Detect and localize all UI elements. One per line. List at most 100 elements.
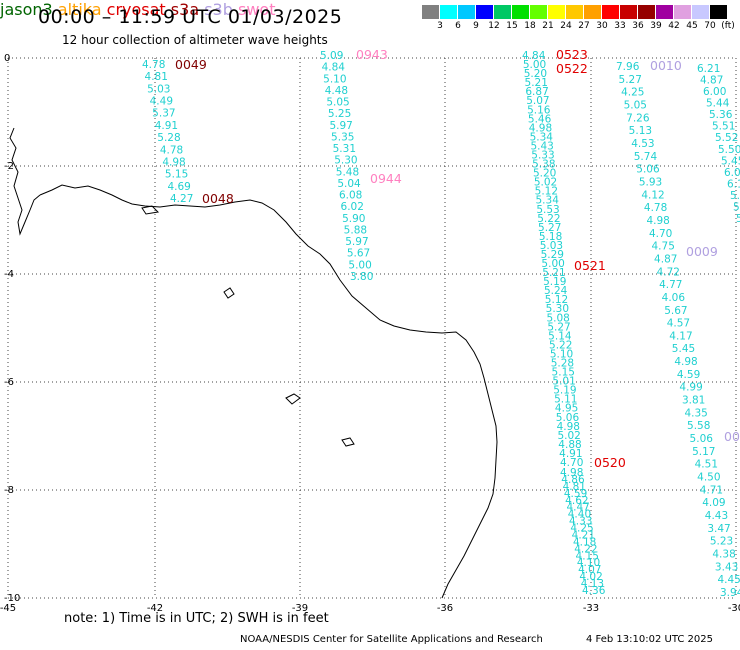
track-b-value: 5.90 bbox=[342, 213, 365, 225]
track-c-value: 5.10 bbox=[550, 348, 573, 360]
colorbar-swatch bbox=[512, 5, 530, 19]
colorbar-swatch bbox=[674, 5, 692, 19]
track-f-value: 6.21 bbox=[697, 63, 720, 75]
track-c-value: 5.34 bbox=[530, 131, 554, 143]
pass-label: 0048 bbox=[202, 191, 234, 206]
track-c-value: 6.87 bbox=[525, 86, 548, 98]
track-c-value: 5.00 bbox=[541, 258, 564, 270]
track-b-value: 6.02 bbox=[341, 201, 364, 213]
legend-swot: swot bbox=[237, 0, 276, 19]
track-e-value: 5.13 bbox=[629, 125, 652, 137]
colorbar bbox=[422, 5, 728, 19]
track-b-value: 5.48 bbox=[336, 166, 359, 178]
track-f-value: 4.87 bbox=[700, 75, 723, 87]
track-a-value: 4.69 bbox=[167, 181, 190, 193]
x-tick-label: -33 bbox=[583, 603, 599, 614]
pass-label: 0009 bbox=[686, 244, 718, 259]
pass-label: 00 bbox=[724, 429, 740, 444]
colorbar-label: 15 bbox=[506, 21, 518, 31]
island-a bbox=[223, 287, 235, 299]
track-f-value: 5.52 bbox=[715, 132, 738, 144]
x-tick-label: -45 bbox=[0, 603, 16, 614]
track-c-value: 4.95 bbox=[555, 403, 578, 415]
colorbar-swatch bbox=[656, 5, 674, 19]
y-tick-label: -2 bbox=[4, 161, 14, 172]
track-e-value: 4.06 bbox=[662, 292, 686, 304]
island-c bbox=[341, 437, 355, 447]
footer-timestamp: 4 Feb 13:10:02 UTC 2025 bbox=[586, 634, 713, 645]
colorbar-label: 39 bbox=[650, 21, 662, 31]
y-tick-label: -4 bbox=[4, 269, 14, 280]
colorbar-swatch bbox=[458, 5, 476, 19]
track-c-value: 5.33 bbox=[531, 149, 554, 161]
y-tick-label: 0 bbox=[4, 53, 10, 64]
track-d-value: 4.81 bbox=[563, 481, 586, 493]
coastline-west bbox=[9, 127, 41, 236]
track-b-value: 4.84 bbox=[322, 62, 346, 74]
track-e-value: 3.94 bbox=[720, 587, 740, 599]
track-f-value: 5.42 bbox=[736, 213, 740, 225]
y-tick-label: -6 bbox=[4, 377, 14, 388]
track-b-value: 5.88 bbox=[344, 224, 367, 236]
track-c-value: 5.19 bbox=[543, 276, 566, 288]
track-e-value: 4.38 bbox=[712, 549, 735, 561]
colorbar-swatch bbox=[476, 5, 494, 19]
colorbar-swatch bbox=[440, 5, 458, 19]
axis-tick-labels: -45 -42 -39 -36 -33 -30 0 -2 -4 -6 -8 -10 bbox=[0, 53, 740, 614]
track-e-value: 4.09 bbox=[702, 497, 725, 509]
pass-label: 0943 bbox=[356, 47, 388, 62]
track-e-value: 5.06 bbox=[636, 164, 660, 176]
track-e-value: 4.72 bbox=[657, 266, 680, 278]
track-f-value: 6.00 bbox=[724, 167, 740, 179]
colorbar-label: 36 bbox=[632, 21, 644, 31]
track-a-value: 5.28 bbox=[157, 132, 180, 144]
track-b-value: 5.97 bbox=[345, 236, 368, 248]
track-c-value: 5.21 bbox=[542, 267, 565, 279]
x-tick-label: -42 bbox=[147, 603, 163, 614]
track-d-value: 4.62 bbox=[565, 495, 588, 507]
island-b bbox=[285, 393, 301, 405]
track-b-value: 5.30 bbox=[334, 155, 357, 167]
footer-credit: NOAA/NESDIS Center for Satellite Applica… bbox=[240, 634, 543, 645]
track-c-value: 5.43 bbox=[530, 140, 553, 152]
map-title: 00:00 – 11:59 UTC 01/03/2025 bbox=[38, 6, 343, 28]
colorbar-swatch bbox=[530, 5, 548, 19]
colorbar-label: 24 bbox=[560, 21, 572, 31]
track-a-value: 4.81 bbox=[145, 71, 168, 83]
colorbar-label: 27 bbox=[578, 21, 590, 31]
track-e-value: 5.05 bbox=[624, 99, 647, 111]
y-tick-label: -8 bbox=[4, 485, 14, 496]
coastline-path bbox=[39, 184, 498, 599]
legend-cryosat: cryosat bbox=[106, 0, 166, 19]
track-c-value: 4.98 bbox=[557, 421, 580, 433]
pass-label: 0010 bbox=[650, 58, 682, 73]
track-b-value: 5.67 bbox=[347, 248, 370, 260]
track-e-value: 4.98 bbox=[674, 356, 697, 368]
track-c-value: 5.19 bbox=[553, 385, 576, 397]
x-tick-label: -36 bbox=[437, 603, 453, 614]
pass-label: 0520 bbox=[594, 455, 626, 470]
track-f-value: 6.11 bbox=[727, 178, 740, 190]
track-c-value: 5.53 bbox=[536, 204, 559, 216]
track-e-value: 4.17 bbox=[669, 330, 692, 342]
track-c-value: 5.03 bbox=[540, 240, 563, 252]
colorbar-label: 30 bbox=[596, 21, 608, 31]
track-c-value: 5.38 bbox=[532, 159, 555, 171]
colorbar-swatch bbox=[620, 5, 638, 19]
track-c-value: 5.12 bbox=[545, 294, 568, 306]
track-b-value: 5.09 bbox=[320, 50, 343, 62]
track-c-value: 5.30 bbox=[546, 303, 569, 315]
track-b-value: 5.97 bbox=[329, 120, 352, 132]
colorbar-swatch bbox=[566, 5, 584, 19]
legend-altika: altika bbox=[57, 0, 102, 19]
x-tick-label: -30 bbox=[728, 603, 740, 614]
pass-label: 0521 bbox=[574, 258, 606, 273]
track-e-value: 4.71 bbox=[700, 484, 723, 496]
track-c-value: 5.02 bbox=[557, 430, 580, 442]
track-c-value: 5.24 bbox=[544, 285, 568, 297]
track-e-value: 4.53 bbox=[631, 138, 654, 150]
track-c-value: 5.02 bbox=[534, 177, 557, 189]
track-f-value: 5.36 bbox=[709, 109, 733, 121]
colorbar-swatch bbox=[584, 5, 602, 19]
track-e-value: 4.43 bbox=[705, 510, 728, 522]
